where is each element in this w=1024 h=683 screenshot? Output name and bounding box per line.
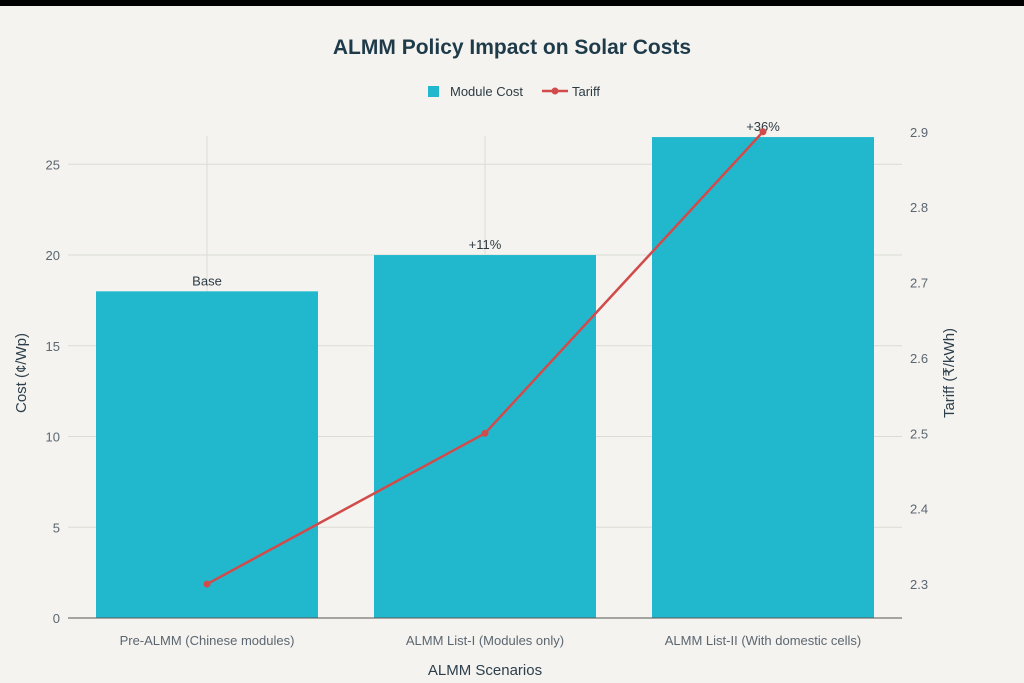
x-tick-label: ALMM List-I (Modules only) xyxy=(406,633,564,648)
tariff-point-3 xyxy=(759,128,767,136)
x-tick-label: ALMM List-II (With domestic cells) xyxy=(665,633,861,648)
legend-label-module-cost: Module Cost xyxy=(450,84,523,99)
y2-tick-label: 2.4 xyxy=(910,502,928,517)
chart-title: ALMM Policy Impact on Solar Costs xyxy=(333,36,691,59)
chart-frame: ALMM Policy Impact on Solar Costs Module… xyxy=(0,6,1024,683)
bar-1 xyxy=(96,291,318,618)
x-tick-label: Pre-ALMM (Chinese modules) xyxy=(120,633,295,648)
y-tick-label: 0 xyxy=(53,611,60,626)
line-series xyxy=(203,128,767,588)
bar-series: Base +11% +36% xyxy=(96,119,874,618)
bar-label-3: +36% xyxy=(746,119,780,134)
legend-swatch-module-cost xyxy=(428,86,439,97)
y-axis-ticks: 0 5 10 15 20 25 xyxy=(46,157,60,626)
y-tick-label: 25 xyxy=(46,157,60,172)
y2-tick-label: 2.5 xyxy=(910,426,928,441)
y-tick-label: 20 xyxy=(46,248,60,263)
y-tick-label: 15 xyxy=(46,339,60,354)
y2-tick-label: 2.7 xyxy=(910,276,928,291)
bar-label-2: +11% xyxy=(469,237,502,252)
y2-tick-label: 2.3 xyxy=(910,577,928,592)
y-tick-label: 5 xyxy=(53,520,60,535)
legend-marker-tariff xyxy=(551,87,559,95)
chart: ALMM Policy Impact on Solar Costs Module… xyxy=(13,36,958,679)
bar-label-1: Base xyxy=(192,273,222,288)
y2-tick-label: 2.8 xyxy=(910,200,928,215)
y2-tick-label: 2.6 xyxy=(910,351,928,366)
x-axis-title: ALMM Scenarios xyxy=(428,662,542,679)
x-axis-ticks: Pre-ALMM (Chinese modules) ALMM List-I (M… xyxy=(120,633,862,648)
y2-tick-label: 2.9 xyxy=(910,125,928,140)
y-axis-title: Cost (¢/Wp) xyxy=(13,333,30,413)
bar-3 xyxy=(652,137,874,618)
tariff-point-2 xyxy=(481,429,489,437)
y2-axis-ticks: 2.3 2.4 2.5 2.6 2.7 2.8 2.9 xyxy=(910,125,928,592)
tariff-point-1 xyxy=(203,580,211,588)
legend: Module Cost Tariff xyxy=(428,84,600,99)
legend-label-tariff: Tariff xyxy=(572,84,600,99)
y-tick-label: 10 xyxy=(46,430,60,445)
y2-axis-title: Tariff (₹/kWh) xyxy=(941,328,958,418)
